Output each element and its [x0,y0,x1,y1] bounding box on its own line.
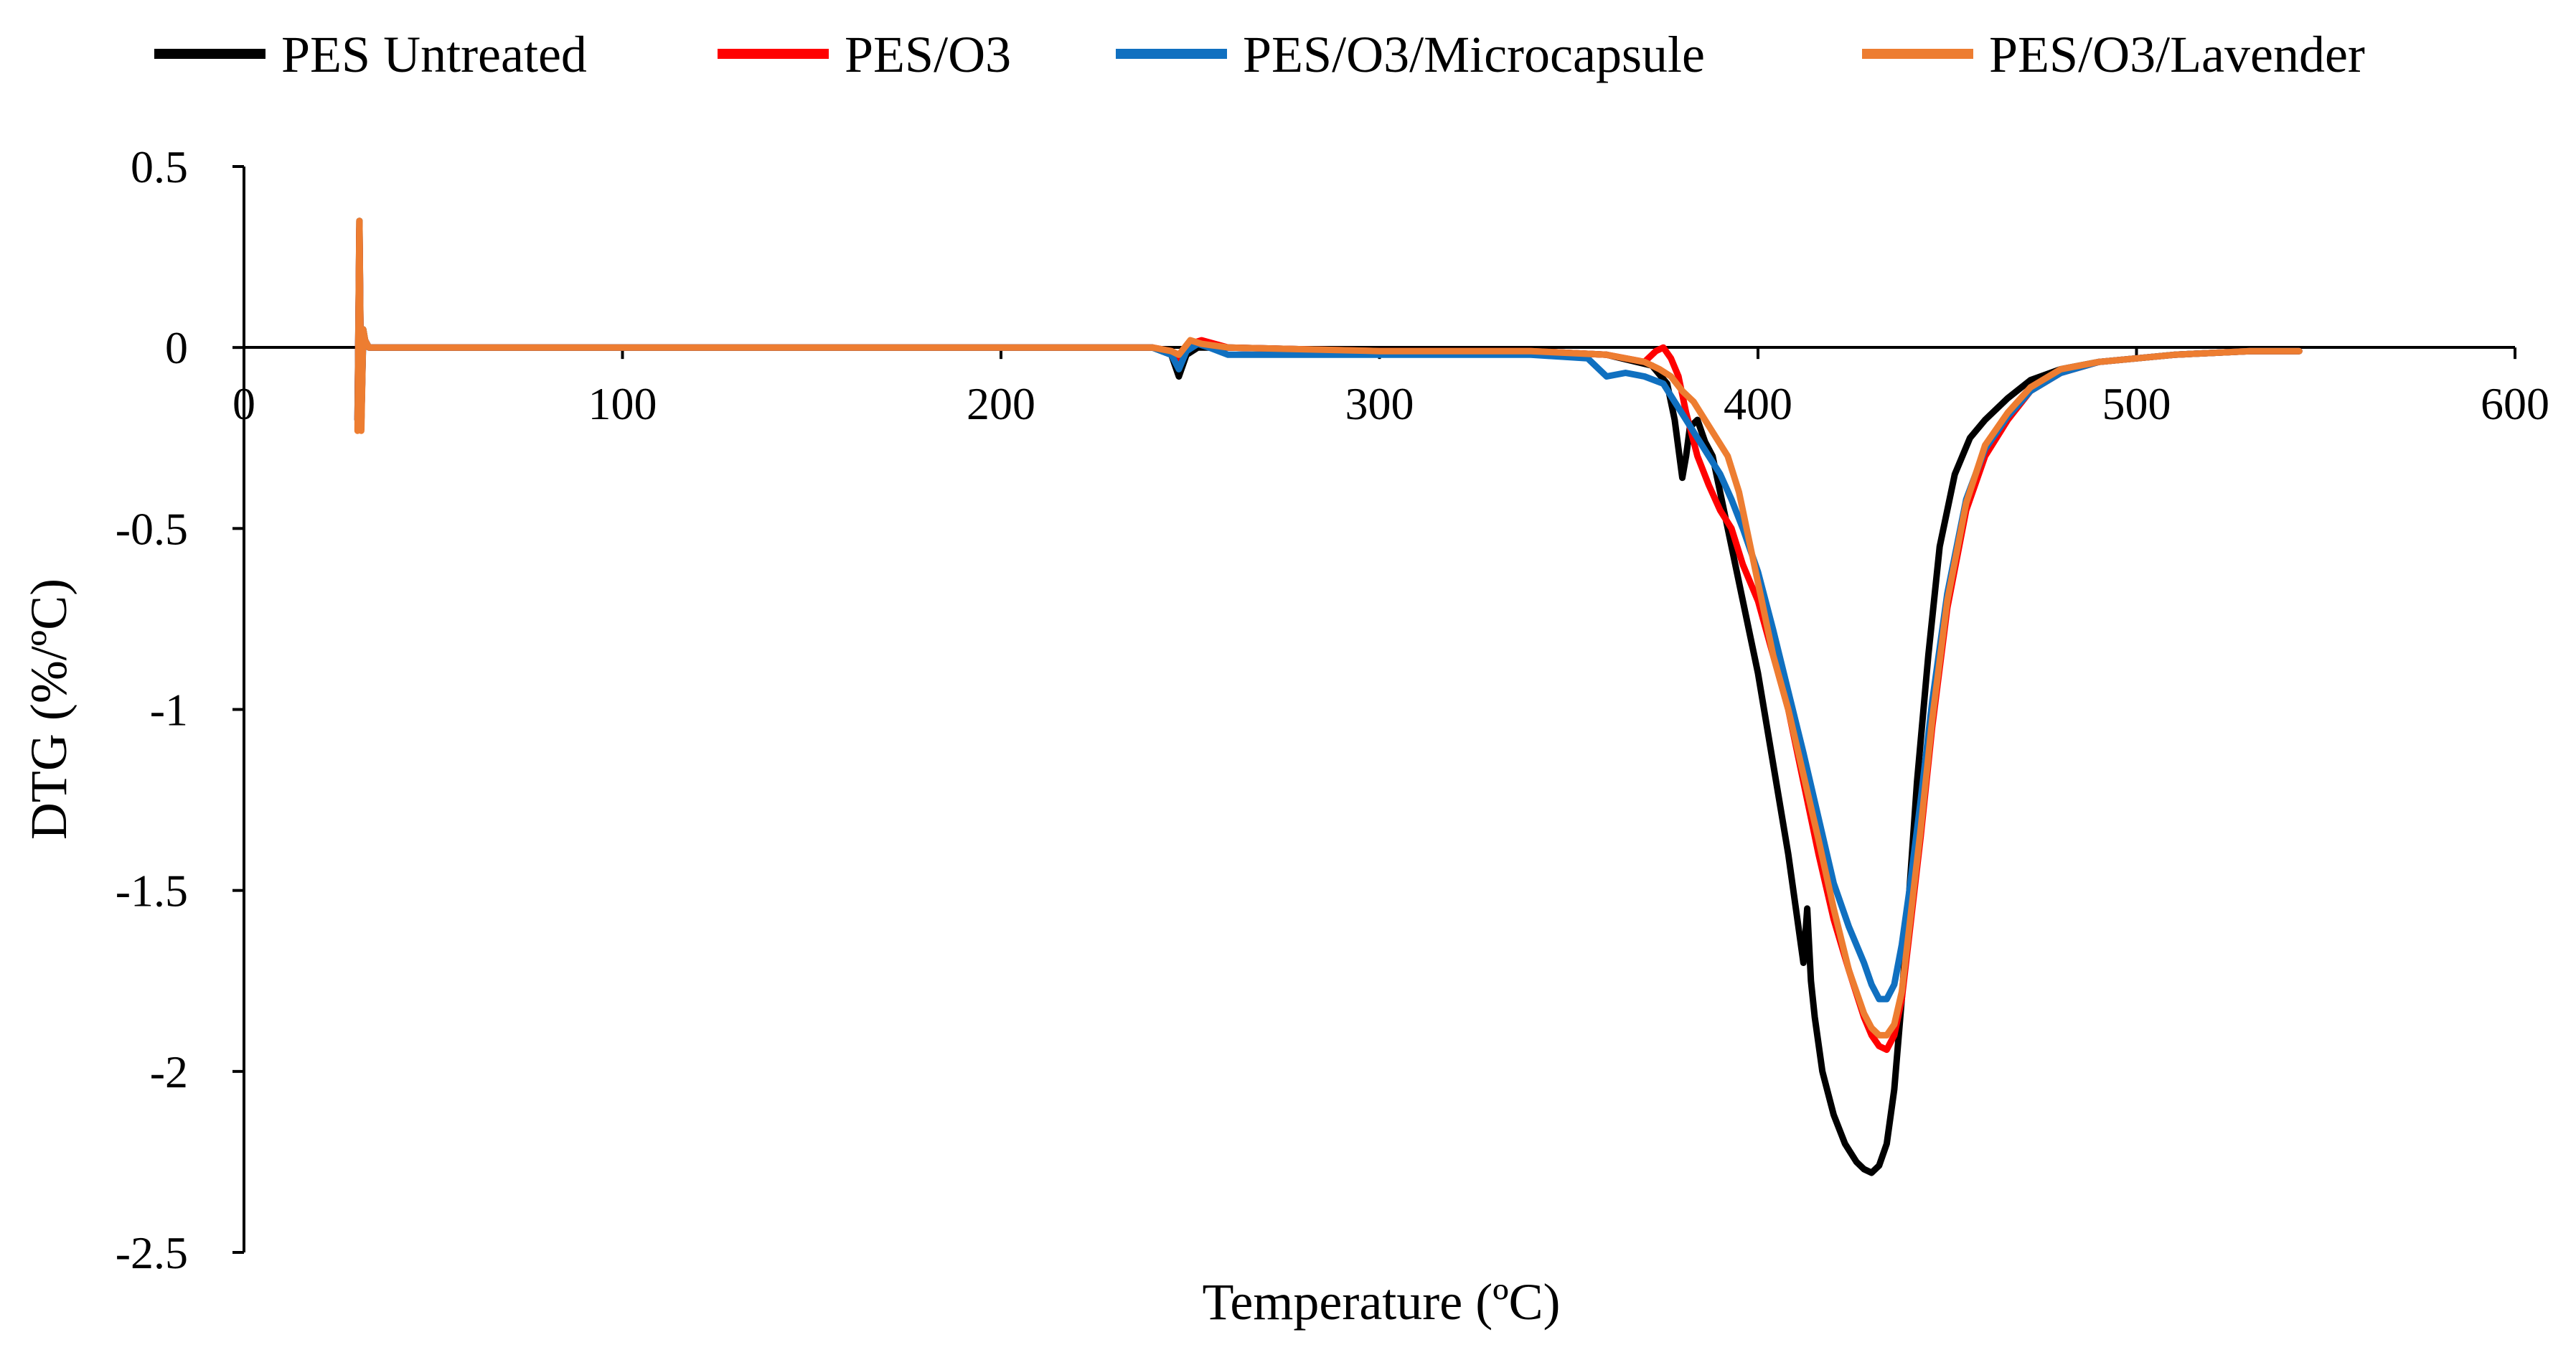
legend-entry-3: PES/O3/Lavender [1862,26,2365,83]
legend-label-2: PES/O3/Microcapsule [1243,26,1705,83]
series-lines [354,217,2303,1176]
y-tick-label: -2 [150,1046,188,1097]
legend-entry-2: PES/O3/Microcapsule [1116,26,1705,83]
x-tick-label: 100 [588,378,657,429]
legend-entry-1: PES/O3 [718,26,1011,83]
y-tick-label: 0.5 [131,141,188,192]
legend-label-3: PES/O3/Lavender [1989,26,2365,83]
x-tick-label: 600 [2481,378,2549,429]
x-tick-label: 300 [1345,378,1414,429]
y-axis-title: DTG (%/ºC) [20,578,77,840]
y-tick-label: -2.5 [116,1227,188,1278]
x-tick-label: 0 [232,378,255,429]
legend: PES Untreated PES/O3 PES/O3/Microcapsule… [154,26,2365,83]
x-tick-label: 500 [2102,378,2171,429]
y-tick-label: 0 [165,322,188,373]
y-tick-label: -1.5 [116,866,188,917]
x-tick-label: 400 [1724,378,1792,429]
legend-label-1: PES/O3 [845,26,1011,83]
legend-entry-0: PES Untreated [154,26,587,83]
x-ticks: 0 100 200 300 400 500 600 [232,347,2549,429]
y-tick-label: -0.5 [116,503,188,554]
series-line-3 [354,217,2303,1039]
legend-label-0: PES Untreated [281,26,587,83]
x-tick-label: 200 [967,378,1035,429]
x-axis-title: Temperature (ºC) [1202,1273,1560,1331]
y-ticks: 0.5 0 -0.5 -1 -1.5 -2 -2.5 [116,141,244,1278]
y-tick-label: -1 [150,685,188,736]
